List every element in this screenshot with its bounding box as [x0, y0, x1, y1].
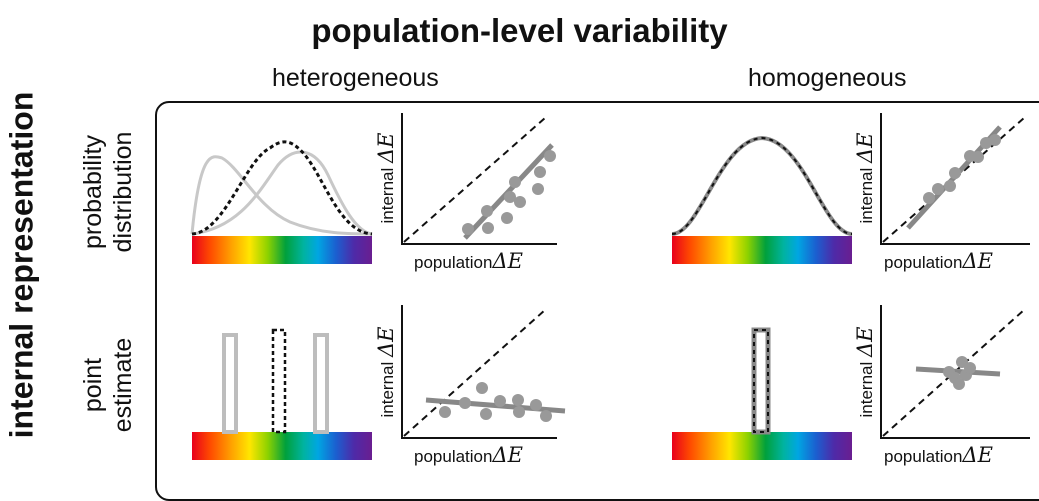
distribution-curves-homogeneous — [671, 135, 853, 236]
fit-line — [425, 397, 566, 414]
population-estimate-bar — [753, 329, 769, 433]
delta-e-symbol: ΔE — [374, 326, 398, 358]
y-axis-label-text: internal — [378, 167, 397, 224]
x-axis-label-text: population — [414, 447, 493, 466]
data-points — [923, 134, 1001, 204]
y-axis-label: internal ΔE — [374, 133, 398, 224]
delta-e-symbol: ΔE — [853, 326, 877, 358]
data-points — [439, 382, 552, 422]
y-axis-label: internal ΔE — [374, 327, 398, 418]
scatter-plot-homogeneous-point — [880, 305, 1030, 439]
distribution-curves-heterogeneous — [190, 140, 373, 236]
individual-estimate-bar — [222, 333, 238, 434]
color-spectrum-bar — [192, 432, 372, 460]
point-estimate-bars-heterogeneous — [222, 328, 329, 434]
column-label-homogeneous: homogeneous — [748, 64, 907, 92]
x-axis-label-text: population — [884, 447, 963, 466]
color-spectrum-bar — [672, 432, 852, 460]
identity-line — [882, 309, 1025, 437]
data-points — [943, 356, 976, 390]
x-axis-label: populationΔE — [414, 443, 523, 467]
y-axis-label: internal ΔE — [853, 327, 877, 418]
x-axis-label: populationΔE — [414, 249, 523, 273]
individual-curve — [191, 150, 373, 236]
identity-line — [403, 117, 546, 243]
plot-axes — [880, 305, 1030, 439]
x-axis-label-text: population — [884, 253, 963, 272]
y-axis-label-text: internal — [857, 361, 876, 418]
delta-e-symbol: ΔE — [962, 443, 993, 467]
scatter-plot-homogeneous-distribution — [880, 113, 1030, 245]
delta-e-symbol: ΔE — [962, 249, 993, 273]
identity-line — [403, 309, 546, 437]
plot-axes — [401, 305, 557, 439]
plot-axes — [401, 113, 557, 245]
x-axis-label: populationΔE — [884, 443, 993, 467]
x-axis-label-text: population — [414, 253, 493, 272]
color-spectrum-bar — [192, 236, 372, 264]
scatter-plot-heterogeneous-distribution — [401, 113, 557, 245]
y-axis-label-text: internal — [378, 361, 397, 418]
population-estimate-bar — [271, 328, 287, 434]
plot-axes — [880, 113, 1030, 245]
population-curve — [671, 136, 853, 235]
x-axis-label: populationΔE — [884, 249, 993, 273]
point-estimate-bar-homogeneous — [751, 327, 771, 435]
y-axis-label: internal ΔE — [853, 133, 877, 224]
individual-estimate-bar — [313, 333, 329, 434]
column-label-heterogeneous: heterogeneous — [272, 64, 439, 92]
y-axis-label-text: internal — [857, 167, 876, 224]
delta-e-symbol: ΔE — [492, 443, 523, 467]
delta-e-symbol: ΔE — [853, 132, 877, 164]
population-curve — [191, 140, 373, 236]
delta-e-symbol: ΔE — [492, 249, 523, 273]
main-title: population-level variability — [311, 12, 728, 49]
color-spectrum-bar — [672, 236, 852, 264]
delta-e-symbol: ΔE — [374, 132, 398, 164]
fit-line — [915, 366, 1001, 377]
individual-curve — [190, 155, 373, 236]
scatter-plot-heterogeneous-point — [401, 305, 566, 439]
data-points — [462, 150, 556, 235]
